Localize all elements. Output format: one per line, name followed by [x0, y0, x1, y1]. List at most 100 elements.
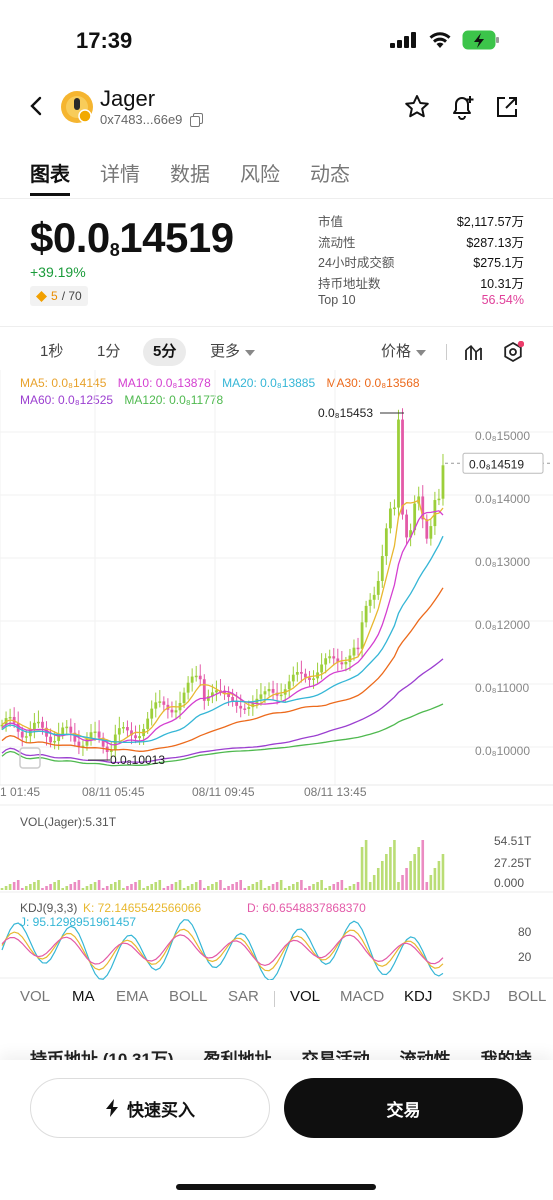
candle-body	[344, 662, 348, 665]
kdj-lines	[1, 919, 444, 980]
candle-body	[263, 691, 267, 695]
x-tick-label: 1 01:45	[0, 785, 40, 799]
candle-body	[312, 678, 315, 681]
copy-icon[interactable]	[190, 113, 203, 127]
candle-body	[202, 679, 206, 701]
x-tick-label: 08/11 13:45	[304, 785, 367, 799]
token-address: 0x7483...66e9	[100, 112, 183, 127]
sub-ind-skdj[interactable]: SKDJ	[452, 988, 491, 1005]
ma60-line	[1, 658, 444, 764]
tab-data[interactable]: 数据	[170, 164, 210, 186]
volume-bar	[421, 840, 425, 890]
volume-bar	[126, 886, 129, 890]
candle-body	[271, 688, 275, 693]
volume-bar	[401, 875, 404, 890]
main-ind-ma[interactable]: MA	[72, 988, 95, 1005]
signal-icon	[390, 32, 416, 48]
sub-ind-boll[interactable]: BOLL	[508, 988, 547, 1005]
candle-body	[231, 697, 235, 702]
bell-add-icon[interactable]	[448, 93, 476, 121]
volume-bar	[73, 882, 77, 890]
volume-bar	[41, 888, 44, 890]
high-price-label: 0.0₈15453	[318, 406, 373, 420]
divider	[0, 326, 553, 327]
candle-body	[401, 419, 404, 515]
candle-body	[138, 736, 141, 739]
main-ind-ema[interactable]: EMA	[116, 988, 149, 1005]
candle-body	[328, 656, 332, 659]
volume-bar	[296, 882, 299, 890]
trade-button[interactable]: 交易	[284, 1078, 523, 1138]
volume-bar	[348, 886, 352, 890]
star-icon[interactable]	[403, 93, 431, 121]
volume-bar	[8, 884, 12, 890]
back-icon[interactable]	[26, 95, 48, 117]
candle-body	[89, 732, 93, 739]
price-change: +39.19%	[30, 264, 86, 280]
ma30-line	[1, 587, 444, 752]
volume-bar	[33, 882, 36, 890]
volume-bar	[376, 868, 380, 890]
volume-bar	[81, 888, 85, 890]
interval-1m[interactable]: 1分	[97, 343, 121, 360]
interval-1s[interactable]: 1秒	[40, 343, 64, 360]
candle-body	[291, 674, 295, 682]
main-ind-boll[interactable]: BOLL	[169, 988, 208, 1005]
volume-bar	[122, 888, 125, 890]
quick-buy-button[interactable]: 快速买入	[30, 1078, 270, 1138]
volume-bar	[202, 888, 206, 890]
price-mode-select[interactable]: 价格	[381, 338, 426, 366]
volume-bar	[162, 888, 166, 890]
ma20-line	[1, 535, 444, 744]
sub-ind-vol[interactable]: VOL	[290, 988, 321, 1005]
volume-bar	[130, 884, 133, 890]
tab-activity[interactable]: 动态	[310, 164, 350, 186]
stat-holders: 持币地址数 10.31万	[318, 276, 524, 291]
candle-body	[0, 724, 4, 727]
candle-body	[372, 594, 376, 600]
volume-bar	[174, 882, 178, 890]
ma-legend: MA5: 0.0₈14145 MA10: 0.0₈13878 MA20: 0.0…	[20, 375, 540, 409]
price-chart[interactable]: 0.0₈15000 0.0₈14000 0.0₈13000 0.0₈12000 0.0₈…	[0, 360, 553, 980]
token-logo	[61, 91, 93, 123]
risk-score-badge[interactable]: 5/ 70	[30, 286, 88, 306]
tab-details[interactable]: 详情	[100, 164, 140, 186]
volume-bar	[77, 880, 81, 890]
candle-body	[206, 696, 210, 701]
settings-icon[interactable]	[502, 341, 524, 363]
candle-body	[65, 726, 69, 729]
ma10-line	[1, 510, 444, 746]
candle-body	[154, 702, 158, 709]
sub-ind-macd[interactable]: MACD	[340, 988, 385, 1005]
candle-body	[433, 500, 437, 527]
volume-bar	[385, 854, 388, 890]
volume-bar	[304, 888, 307, 890]
sub-ind-kdj[interactable]: KDJ	[404, 988, 433, 1005]
share-icon[interactable]	[493, 93, 521, 121]
interval-more[interactable]: 更多	[210, 338, 255, 366]
main-ind-vol[interactable]: VOL	[20, 988, 51, 1005]
candle-body	[41, 721, 44, 728]
interval-5m[interactable]: 5分	[143, 338, 187, 366]
current-price: $0.0814519	[30, 214, 234, 261]
volume-bar	[219, 880, 222, 890]
candle-body	[61, 727, 65, 735]
indicator-icon[interactable]	[464, 342, 484, 362]
volume-bar	[271, 884, 275, 890]
x-tick-label: 08/11 05:45	[82, 785, 145, 799]
main-ind-sar[interactable]: SAR	[228, 988, 259, 1005]
volume-bar	[134, 882, 137, 890]
candle-body	[413, 503, 417, 531]
tab-risk[interactable]: 风险	[240, 164, 280, 186]
volume-bar	[291, 884, 295, 890]
tab-chart[interactable]: 图表	[30, 164, 70, 186]
candle-body	[380, 556, 384, 581]
volume-bar	[29, 884, 32, 890]
candles	[0, 408, 445, 761]
volume-bar	[275, 882, 279, 890]
volume-bar	[364, 840, 368, 890]
candle-body	[332, 656, 336, 659]
candle-body	[49, 736, 52, 743]
x-tick-label: 08/11 09:45	[192, 785, 255, 799]
volume-bar	[413, 854, 416, 890]
